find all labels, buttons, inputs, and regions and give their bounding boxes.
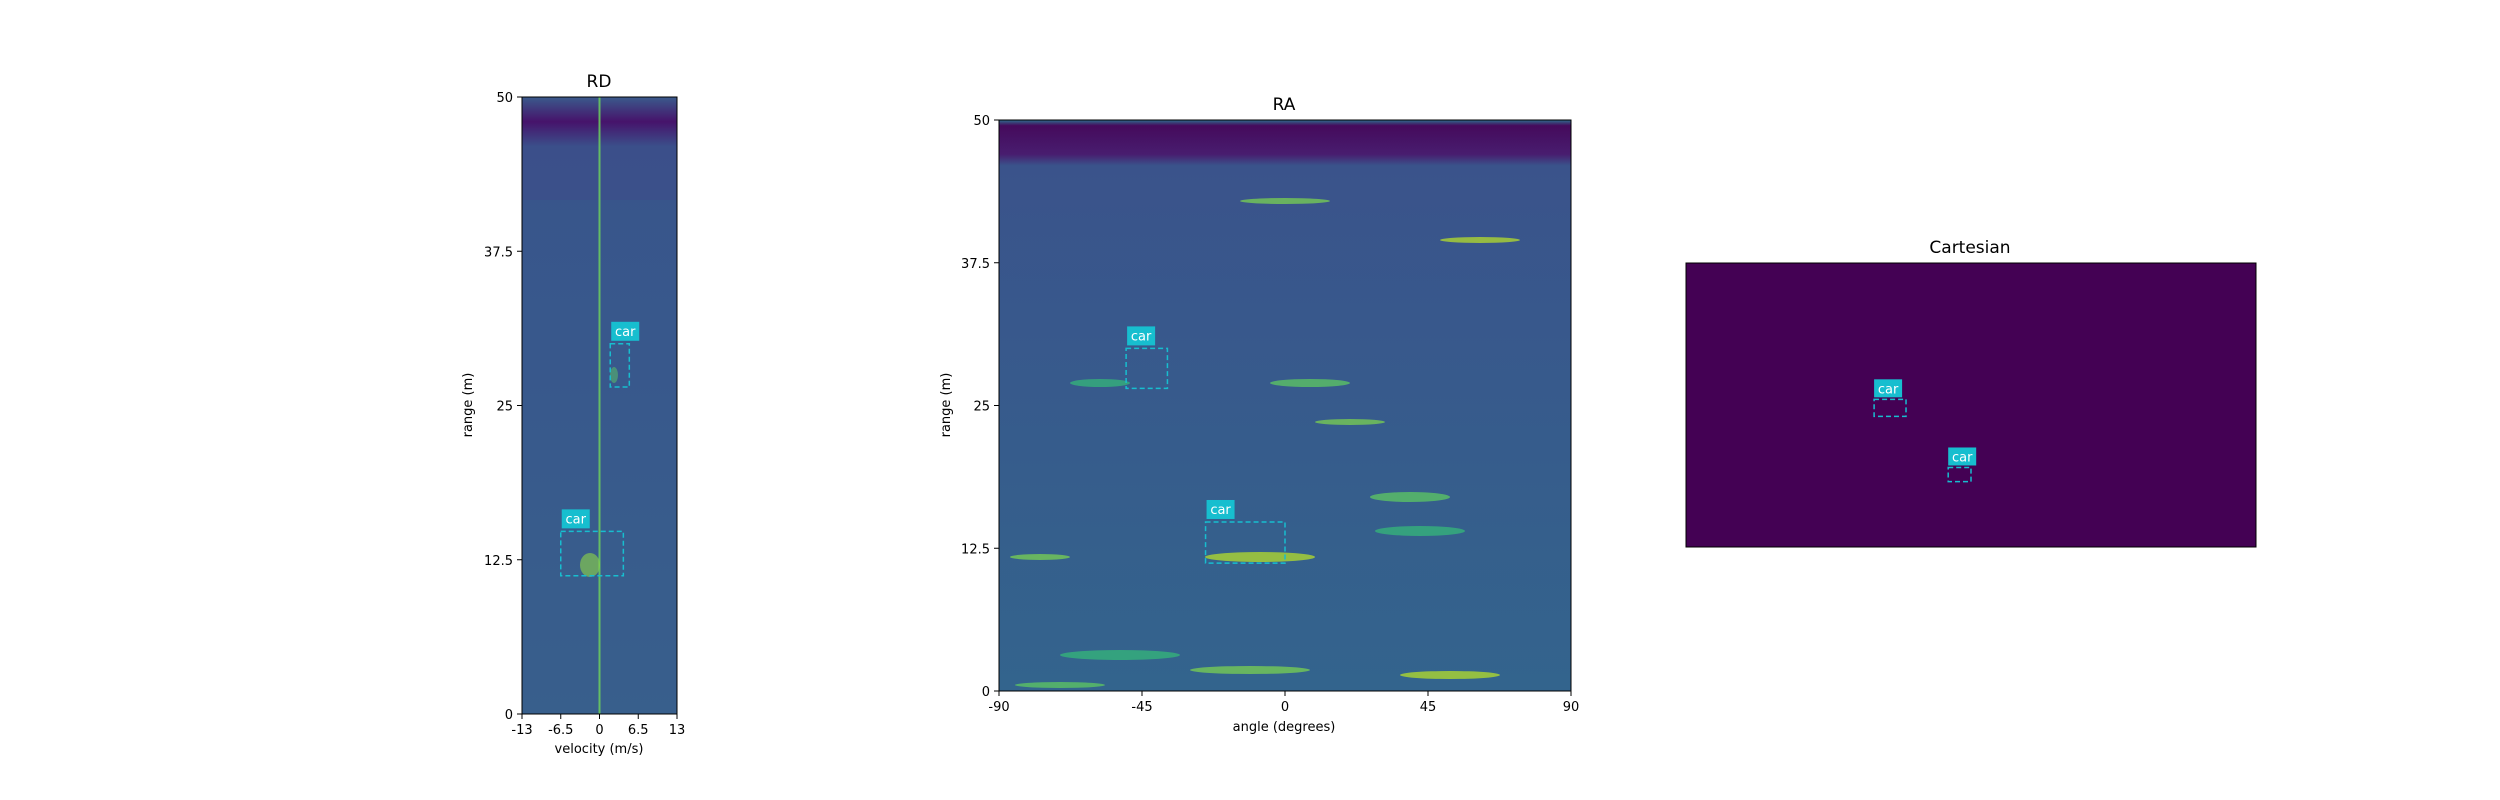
ra-detection-label: car bbox=[1210, 503, 1231, 518]
ra-chart: RA -90 -45 0 45 90 0 12.5 25 37.5 50 angle (degr… bbox=[939, 95, 1579, 735]
ra-streak bbox=[1060, 650, 1180, 660]
ra-streak bbox=[1270, 379, 1350, 387]
ra-x-tick-label: 45 bbox=[1420, 700, 1437, 715]
ra-streak bbox=[1440, 237, 1520, 243]
rd-y-tick-label: 25 bbox=[496, 400, 513, 415]
ra-streak bbox=[1190, 666, 1310, 674]
ra-y-axis-label: range (m) bbox=[939, 373, 954, 438]
ra-streak bbox=[1015, 682, 1105, 688]
ra-y-tick-label: 37.5 bbox=[961, 257, 990, 272]
rd-y-tick-label: 12.5 bbox=[484, 554, 513, 569]
ra-x-tick-label: 90 bbox=[1563, 700, 1580, 715]
ra-x-ticks: -90 -45 0 45 90 bbox=[988, 691, 1579, 715]
ra-y-tick-label: 50 bbox=[973, 114, 990, 129]
rd-chart: RD -13 -6.5 0 6.5 13 0 12.5 25 37.5 50 velocity … bbox=[461, 72, 685, 757]
rd-title: RD bbox=[587, 72, 612, 92]
ra-y-tick-label: 25 bbox=[973, 400, 990, 415]
ra-y-tick-label: 0 bbox=[982, 685, 990, 700]
rd-hotspot bbox=[610, 367, 618, 383]
ra-streak bbox=[1070, 379, 1130, 387]
rd-y-axis-label: range (m) bbox=[461, 373, 476, 438]
ra-streak bbox=[1205, 552, 1315, 562]
ra-streak bbox=[1400, 671, 1500, 679]
cartesian-chart: Cartesian car car bbox=[1686, 238, 2256, 547]
rd-x-tick-label: 6.5 bbox=[628, 723, 649, 738]
ra-detection-label: car bbox=[1131, 329, 1152, 344]
ra-streak bbox=[1375, 526, 1465, 536]
rd-detection-label: car bbox=[566, 512, 587, 527]
rd-x-tick-label: 13 bbox=[669, 723, 686, 738]
rd-detection-label: car bbox=[615, 325, 636, 340]
rd-x-tick-label: -6.5 bbox=[548, 723, 573, 738]
ra-x-tick-label: -90 bbox=[988, 700, 1009, 715]
cartesian-detection-label: car bbox=[1952, 450, 1973, 465]
rd-x-ticks: -13 -6.5 0 6.5 13 bbox=[511, 714, 685, 738]
ra-y-tick-label: 12.5 bbox=[961, 542, 990, 557]
ra-streak bbox=[1370, 492, 1450, 502]
cartesian-image bbox=[1686, 263, 2256, 547]
cartesian-title: Cartesian bbox=[1929, 238, 2010, 258]
ra-x-tick-label: -45 bbox=[1131, 700, 1152, 715]
ra-streak bbox=[1240, 198, 1330, 204]
ra-x-tick-label: 0 bbox=[1281, 700, 1289, 715]
rd-hotspot bbox=[580, 553, 600, 577]
rd-y-tick-label: 37.5 bbox=[484, 245, 513, 260]
ra-x-axis-label: angle (degrees) bbox=[1233, 720, 1336, 735]
ra-heatmap bbox=[999, 120, 1571, 691]
rd-x-tick-label: 0 bbox=[595, 723, 603, 738]
rd-y-tick-label: 50 bbox=[496, 91, 513, 106]
rd-y-tick-label: 0 bbox=[505, 708, 513, 723]
ra-title: RA bbox=[1273, 95, 1296, 115]
ra-y-ticks: 0 12.5 25 37.5 50 bbox=[961, 114, 999, 700]
ra-streak bbox=[1010, 554, 1070, 560]
rd-y-ticks: 0 12.5 25 37.5 50 bbox=[484, 91, 522, 723]
ra-streak bbox=[1315, 419, 1385, 425]
rd-x-tick-label: -13 bbox=[511, 723, 532, 738]
rd-x-axis-label: velocity (m/s) bbox=[555, 742, 644, 757]
cartesian-detection-label: car bbox=[1878, 382, 1899, 397]
